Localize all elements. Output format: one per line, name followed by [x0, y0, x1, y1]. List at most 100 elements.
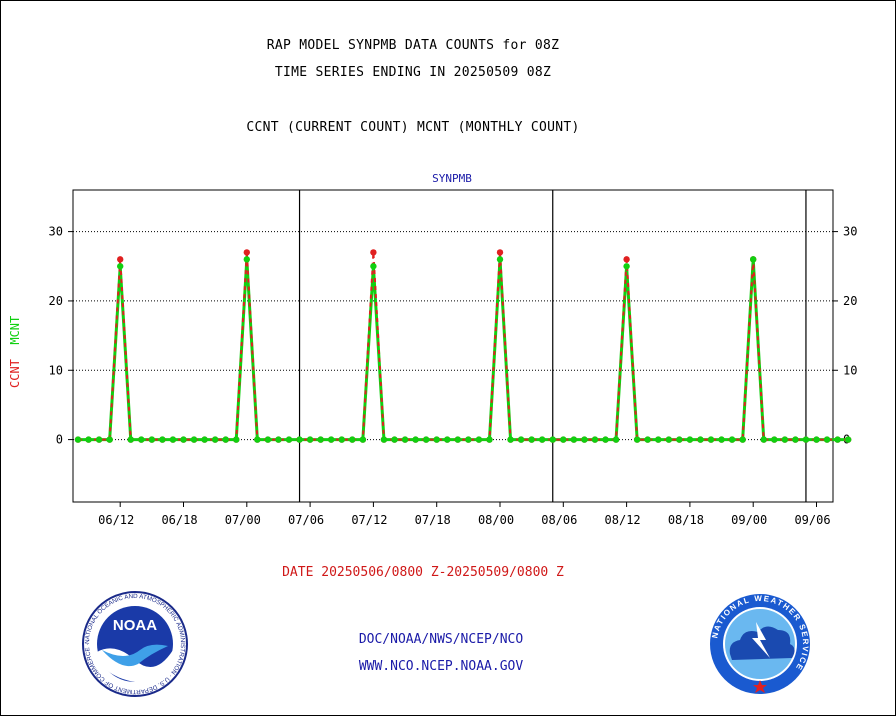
point-mcnt	[823, 436, 831, 443]
point-mcnt	[190, 436, 198, 443]
footer-url[interactable]: WWW.NCO.NCEP.NOAA.GOV	[358, 659, 524, 674]
point-mcnt	[211, 436, 219, 443]
point-mcnt	[760, 436, 767, 443]
xtick-label: 07/12	[351, 513, 387, 527]
point-mcnt	[539, 436, 546, 443]
point-mcnt	[138, 436, 145, 443]
point-mcnt	[306, 436, 314, 443]
series-label: SYNPMB	[432, 172, 472, 185]
ytick-label-right: 30	[843, 225, 857, 239]
point-mcnt	[412, 436, 419, 443]
point-mcnt	[127, 436, 134, 443]
point-mcnt	[148, 436, 156, 443]
point-mcnt	[676, 436, 683, 443]
point-mcnt	[380, 436, 388, 443]
point-mcnt	[718, 436, 725, 443]
xtick-label: 08/12	[605, 513, 641, 527]
plot-area	[72, 189, 834, 503]
point-mcnt	[222, 436, 229, 443]
point-mcnt	[739, 436, 746, 443]
point-mcnt	[85, 436, 92, 443]
point-mcnt	[612, 436, 620, 443]
point-mcnt	[750, 256, 757, 263]
series-points	[74, 249, 852, 443]
series-lines	[78, 252, 849, 442]
point-mcnt	[549, 436, 556, 443]
series-line-mcnt	[78, 259, 849, 442]
point-mcnt	[328, 436, 335, 443]
point-mcnt	[570, 436, 578, 443]
ytick-label-left: 10	[49, 363, 63, 377]
point-mcnt	[496, 256, 504, 263]
point-mcnt	[623, 263, 630, 270]
point-mcnt	[95, 436, 103, 443]
point-mcnt	[370, 263, 377, 270]
point-mcnt	[844, 436, 852, 443]
point-mcnt	[359, 436, 367, 443]
point-mcnt	[486, 436, 493, 443]
ytick-label-left: 20	[49, 294, 63, 308]
point-mcnt	[74, 436, 82, 443]
point-mcnt	[180, 436, 187, 443]
series-line-ccnt	[78, 252, 849, 441]
ytick-label-left: 30	[49, 225, 63, 239]
point-mcnt	[296, 436, 303, 443]
xtick-label: 08/06	[541, 513, 577, 527]
chart-subtitle: TIME SERIES ENDING IN 20250509 08Z	[274, 65, 552, 80]
ytick-label-right: 10	[843, 363, 857, 377]
point-mcnt	[169, 436, 177, 443]
date-range: DATE 20250506/0800 Z-20250509/0800 Z	[282, 565, 564, 580]
point-mcnt	[644, 436, 651, 443]
point-mcnt	[581, 436, 588, 443]
point-mcnt	[243, 256, 250, 263]
point-mcnt	[771, 436, 778, 443]
point-mcnt	[707, 436, 715, 443]
point-mcnt	[507, 436, 514, 443]
point-mcnt	[401, 436, 409, 443]
point-mcnt	[528, 436, 535, 443]
xtick-label: 06/12	[98, 513, 134, 527]
point-mcnt	[560, 436, 567, 443]
point-mcnt	[655, 436, 662, 443]
xtick-label: 07/18	[415, 513, 451, 527]
point-mcnt	[602, 436, 609, 443]
point-mcnt	[834, 436, 841, 443]
point-ccnt	[243, 249, 250, 256]
ytick-label-left: 0	[56, 433, 63, 447]
xtick-label: 07/06	[288, 513, 324, 527]
point-mcnt	[106, 436, 113, 443]
point-mcnt	[454, 436, 461, 443]
point-mcnt	[591, 436, 599, 443]
noaa-logo: NOAA NATIONAL OCEANIC AND ATMOSPHERIC AD…	[82, 591, 188, 697]
xtick-label: 08/18	[668, 513, 704, 527]
point-mcnt	[792, 436, 799, 443]
point-mcnt	[285, 436, 293, 443]
point-mcnt	[159, 436, 166, 443]
xtick-label: 08/00	[478, 513, 514, 527]
noaa-text: NOAA	[113, 617, 157, 634]
point-mcnt	[781, 436, 789, 443]
point-mcnt	[465, 436, 472, 443]
point-ccnt	[117, 256, 124, 263]
gridlines	[73, 231, 833, 441]
xtick-label: 07/00	[225, 513, 261, 527]
day-separators	[298, 190, 807, 502]
point-mcnt	[422, 436, 430, 443]
point-mcnt	[264, 436, 272, 443]
point-mcnt	[317, 436, 324, 443]
axis-ticks: 0010102020303006/1206/1807/0007/0607/120…	[49, 225, 858, 527]
point-mcnt	[444, 436, 451, 443]
star-icon	[753, 680, 767, 693]
point-mcnt	[275, 436, 282, 443]
point-mcnt	[391, 436, 398, 443]
point-mcnt	[233, 436, 240, 443]
point-ccnt	[496, 249, 504, 256]
point-ccnt	[370, 249, 377, 256]
point-mcnt	[201, 436, 208, 443]
point-mcnt	[728, 436, 736, 443]
chart-title: RAP MODEL SYNPMB DATA COUNTS for 08Z	[266, 38, 560, 53]
nws-logo: NATIONAL WEATHER SERVICE	[710, 594, 810, 694]
ytick-label-right: 20	[843, 294, 857, 308]
xtick-label: 06/18	[161, 513, 197, 527]
